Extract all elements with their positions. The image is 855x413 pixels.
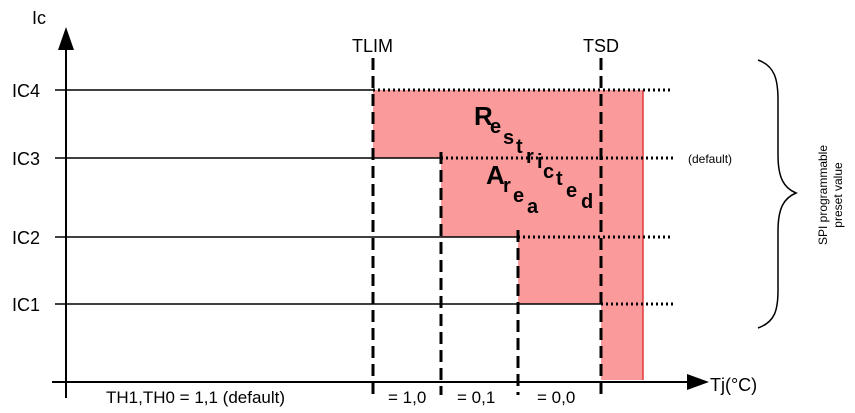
ic3-label: IC3: [12, 149, 40, 169]
th-default-label: TH1,TH0 = 1,1 (default): [106, 388, 285, 407]
restricted-letter: e: [490, 116, 501, 138]
x-axis-arrow-icon: [687, 374, 709, 390]
restricted-letter: R: [474, 101, 493, 131]
area-letter: A: [486, 160, 505, 190]
tsd-label: TSD: [583, 36, 619, 56]
current-level-lines: [55, 89, 601, 305]
curly-brace-icon: [757, 59, 798, 329]
y-axis-label: Ic: [32, 8, 46, 28]
restricted-letter: e: [566, 180, 577, 202]
restricted-letter: t: [556, 168, 563, 190]
restricted-letter: c: [543, 161, 554, 183]
restricted-letter: i: [537, 151, 543, 173]
temperature-dashed-lines: [371, 58, 603, 395]
restricted-area-text: R e s t r i c t e d A r e a: [474, 101, 593, 218]
restricted-letter: s: [503, 127, 514, 149]
ic2-label: IC2: [12, 228, 40, 248]
th-00-label: = 0,0: [537, 388, 575, 407]
area-letter: a: [527, 196, 539, 218]
th-10-label: = 1,0: [388, 388, 426, 407]
area-letter: e: [513, 185, 524, 207]
restricted-letter: r: [526, 146, 534, 168]
area-letter: r: [503, 175, 511, 197]
th-01-label: = 0,1: [457, 388, 495, 407]
restricted-letter: t: [516, 136, 523, 158]
dotted-extensions: [373, 88, 673, 306]
ic1-label: IC1: [12, 295, 40, 315]
restricted-area-fill: [373, 90, 643, 380]
x-axis-label: Tj(°C): [710, 375, 757, 395]
axes: [52, 46, 690, 398]
spi-label-line1: SPI programmable: [816, 145, 830, 245]
tlim-label: TLIM: [352, 36, 393, 56]
y-axis-arrow-icon: [58, 27, 74, 50]
spi-label-line2: preset value: [831, 162, 845, 228]
default-note: (default): [688, 152, 732, 166]
restricted-letter: d: [581, 191, 593, 213]
ic4-label: IC4: [12, 81, 40, 101]
spi-label: SPI programmable preset value: [816, 145, 845, 245]
